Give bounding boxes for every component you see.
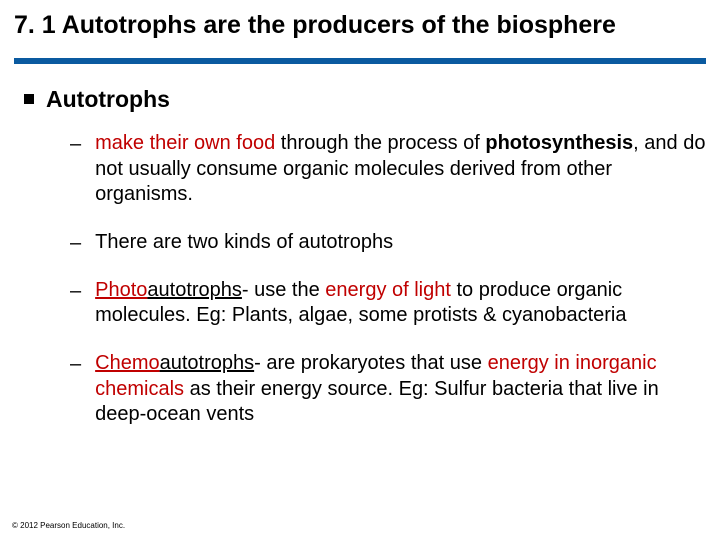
dash-icon: – (70, 351, 81, 377)
dash-icon: – (70, 131, 81, 157)
list-item-body: Chemoautotrophs- are prokaryotes that us… (95, 351, 706, 428)
list-item: –Chemoautotrophs- are prokaryotes that u… (70, 351, 706, 428)
text-segment: through the process of (275, 132, 485, 154)
content-area: Autotrophs –make their own food through … (0, 64, 720, 428)
copyright-footer: © 2012 Pearson Education, Inc. (12, 521, 125, 530)
list-item-body: There are two kinds of autotrophs (95, 230, 393, 256)
slide-title: 7. 1 Autotrophs are the producers of the… (14, 10, 706, 40)
text-segment: autotrophs (160, 352, 255, 374)
main-heading: Autotrophs (46, 86, 170, 113)
dash-icon: – (70, 230, 81, 256)
list-item-body: make their own food through the process … (95, 131, 706, 208)
text-segment: make their own food (95, 132, 275, 154)
square-bullet-icon (24, 94, 34, 104)
list-item: –There are two kinds of autotrophs (70, 230, 706, 256)
list-item: –Photoautotrophs- use the energy of ligh… (70, 278, 706, 329)
dash-icon: – (70, 278, 81, 304)
list-item: –make their own food through the process… (70, 131, 706, 208)
text-segment: photosynthesis (485, 132, 633, 154)
text-segment: Chemo (95, 352, 159, 374)
text-segment: - are prokaryotes that use (254, 352, 487, 374)
list-item-body: Photoautotrophs- use the energy of light… (95, 278, 706, 329)
text-segment: Photo (95, 279, 147, 301)
sub-list: –make their own food through the process… (24, 131, 706, 428)
text-segment: autotrophs (147, 279, 242, 301)
text-segment: There are two kinds of autotrophs (95, 231, 393, 253)
title-area: 7. 1 Autotrophs are the producers of the… (0, 0, 720, 48)
text-segment: - use the (242, 279, 325, 301)
text-segment: energy of light (325, 279, 451, 301)
main-bullet: Autotrophs (24, 86, 706, 113)
